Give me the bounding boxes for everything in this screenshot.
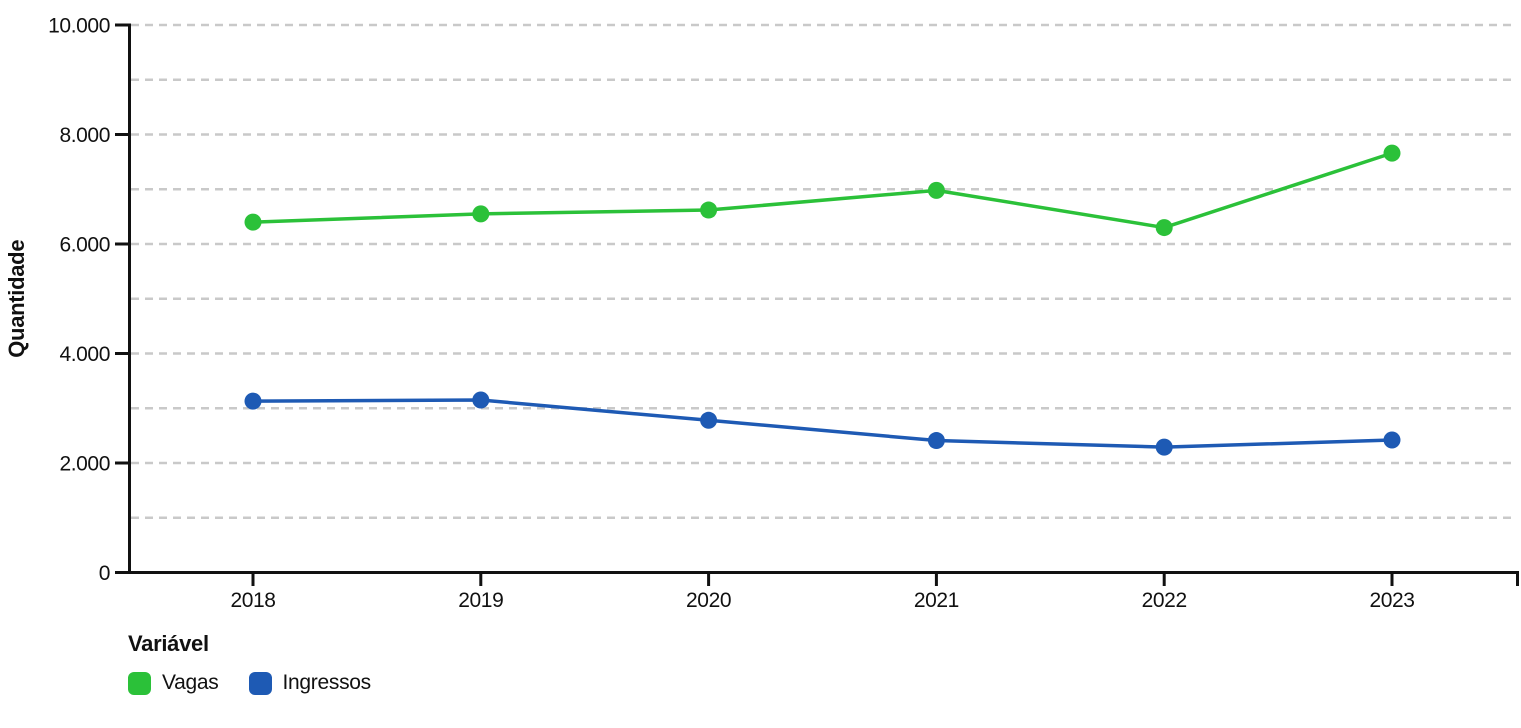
data-point-vagas-2023 [1383, 144, 1401, 162]
data-point-ingressos-2019 [472, 391, 490, 409]
x-axis-tick-label: 2020 [686, 589, 731, 612]
data-point-vagas-2022 [1155, 219, 1173, 237]
y-axis-tick-label: 6.000 [59, 234, 110, 257]
x-axis-tick-label: 2022 [1142, 589, 1187, 612]
y-axis-tick-label: 4.000 [59, 343, 110, 366]
legend-title: Variável [128, 631, 209, 656]
data-point-vagas-2020 [700, 201, 718, 219]
data-point-ingressos-2022 [1155, 438, 1173, 456]
x-axis-tick-label: 2023 [1369, 589, 1414, 612]
x-axis-tick-label: 2019 [458, 589, 503, 612]
legend-swatch-ingressos [248, 671, 272, 695]
legend: Variável Vagas Ingressos [128, 631, 371, 695]
y-axis-tick-label: 0 [99, 562, 110, 585]
legend-swatch-vagas [128, 671, 151, 695]
series-line-ingressos [251, 398, 1394, 449]
data-point-ingressos-2018 [244, 392, 262, 410]
legend-label-vagas: Vagas [162, 671, 219, 694]
x-axis-tick-label: 2021 [914, 589, 959, 612]
y-axis-tick-label: 2.000 [59, 453, 110, 476]
legend-items: Vagas Ingressos [128, 671, 371, 695]
legend-item-ingressos[interactable]: Ingressos [248, 671, 372, 695]
data-point-ingressos-2021 [927, 432, 945, 450]
y-axis-title: Quantidade [4, 240, 29, 358]
x-axis-tick-label: 2018 [230, 589, 275, 612]
chart-canvas: 0 2.000 4.000 6.000 8.000 10.000 2018 2019 2020 2… [4, 15, 1519, 612]
data-point-ingressos-2023 [1383, 431, 1401, 449]
data-point-ingressos-2020 [700, 411, 718, 429]
data-point-vagas-2019 [472, 205, 490, 223]
data-point-vagas-2018 [244, 213, 262, 231]
series-line-vagas [251, 151, 1394, 230]
legend-label-ingressos: Ingressos [282, 671, 372, 694]
y-axis-tick-label: 10.000 [48, 15, 110, 38]
data-point-vagas-2021 [927, 181, 945, 199]
y-axis-tick-label: 8.000 [59, 124, 110, 147]
legend-item-vagas[interactable]: Vagas [128, 671, 219, 695]
